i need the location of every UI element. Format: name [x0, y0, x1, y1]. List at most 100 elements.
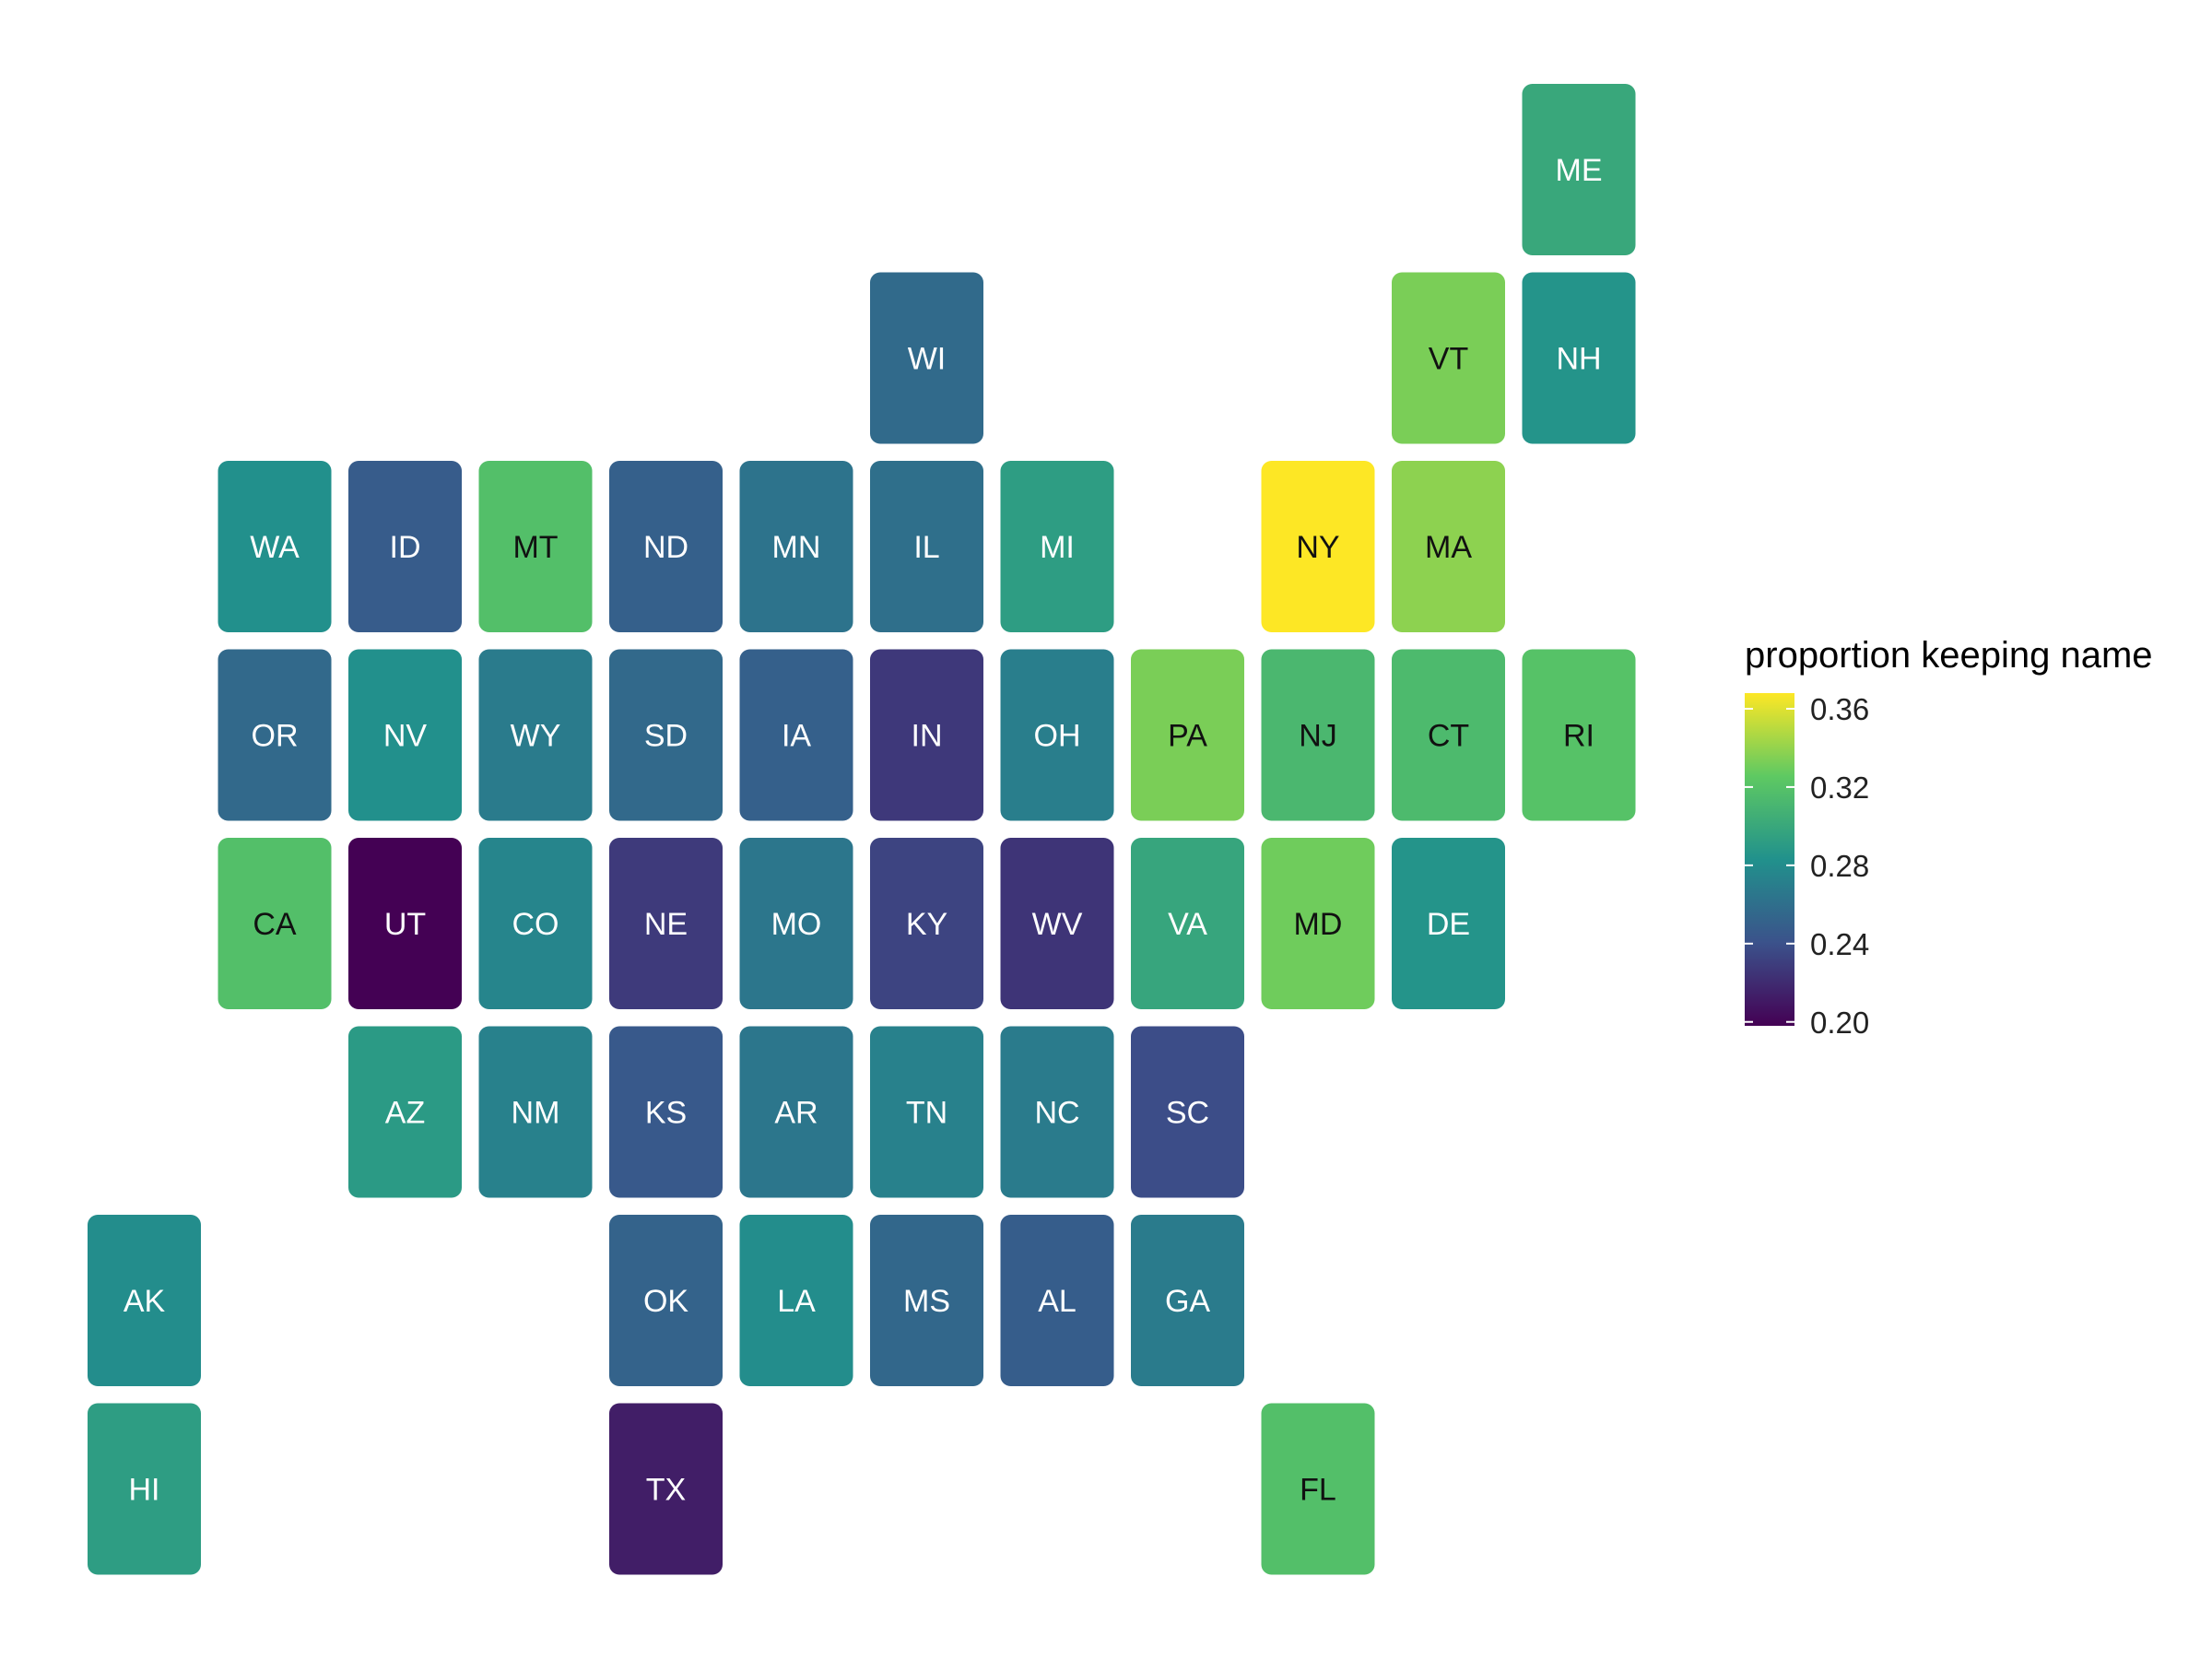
state-label: WV	[1032, 907, 1083, 942]
state-tile-ma: MA	[1392, 461, 1505, 632]
state-tile-mi: MI	[1000, 461, 1114, 632]
state-label: AK	[124, 1284, 166, 1319]
state-tile-co: CO	[478, 838, 593, 1009]
state-tile-ks: KS	[609, 1026, 723, 1198]
state-label: OK	[643, 1284, 688, 1319]
legend-ticks: 0.36 0.32 0.28 0.24 0.20	[1745, 692, 1869, 1040]
state-label: MD	[1294, 907, 1343, 942]
state-label: DE	[1427, 907, 1470, 942]
state-tile-rect	[739, 1026, 853, 1198]
state-tile-rect	[1261, 838, 1375, 1009]
state-label: IN	[912, 719, 943, 754]
state-label: FL	[1300, 1473, 1336, 1508]
state-tile-nh: NH	[1522, 272, 1636, 444]
state-tile-rect	[1261, 1403, 1375, 1575]
state-label: LA	[777, 1284, 816, 1319]
state-tile-ky: KY	[870, 838, 983, 1009]
state-tile-rect	[1131, 1215, 1244, 1386]
state-tile-rect	[1522, 84, 1636, 255]
state-tile-or: OR	[218, 649, 332, 821]
state-tile-nv: NV	[348, 649, 462, 821]
state-tile-rect	[609, 461, 723, 632]
state-tile-rect	[1000, 838, 1114, 1009]
state-label: MI	[1040, 530, 1075, 565]
state-tile-sd: SD	[609, 649, 723, 821]
state-tile-me: ME	[1522, 84, 1636, 255]
state-label: CA	[253, 907, 297, 942]
state-label: IA	[782, 719, 811, 754]
state-tile-rect	[1000, 1026, 1114, 1198]
state-tile-wa: WA	[218, 461, 332, 632]
state-label: KY	[906, 907, 947, 942]
state-label: ID	[390, 530, 421, 565]
state-tile-rect	[609, 1215, 723, 1386]
state-tile-pa: PA	[1131, 649, 1244, 821]
color-legend: proportion keeping name 0.36 0.32 0.28 0.24…	[1745, 635, 2153, 1040]
state-tile-rect	[1392, 838, 1505, 1009]
state-tile-rect	[870, 272, 983, 444]
state-tile-rect	[348, 649, 462, 821]
state-tile-nm: NM	[478, 1026, 593, 1198]
state-label: OR	[252, 719, 299, 754]
state-tile-ny: NY	[1261, 461, 1375, 632]
state-label: MN	[772, 530, 821, 565]
state-tile-fl: FL	[1261, 1403, 1375, 1575]
state-label: SD	[644, 719, 688, 754]
state-tile-ne: NE	[609, 838, 723, 1009]
state-tile-mt: MT	[478, 461, 593, 632]
state-tile-in: IN	[870, 649, 983, 821]
state-tile-rect	[1261, 649, 1375, 821]
state-label: NY	[1296, 530, 1339, 565]
state-tile-rect	[1000, 649, 1114, 821]
state-label: AZ	[385, 1096, 425, 1131]
state-tile-rect	[1000, 1215, 1114, 1386]
state-tile-md: MD	[1261, 838, 1375, 1009]
state-tile-rect	[348, 1026, 462, 1198]
state-tile-rect	[1392, 461, 1505, 632]
state-tile-rect	[1000, 461, 1114, 632]
state-label: CT	[1428, 719, 1469, 754]
state-label: TX	[646, 1473, 686, 1508]
state-label: WA	[250, 530, 300, 565]
state-label: VA	[1168, 907, 1207, 942]
state-tile-rect	[478, 461, 593, 632]
state-tile-rect	[1131, 838, 1244, 1009]
state-tile-rect	[739, 649, 853, 821]
state-label: WY	[511, 719, 561, 754]
state-label: AR	[774, 1096, 818, 1131]
state-tile-ia: IA	[739, 649, 853, 821]
state-tile-rect	[1392, 272, 1505, 444]
state-label: TN	[906, 1096, 947, 1131]
state-tile-rect	[88, 1215, 201, 1386]
state-tile-rect	[870, 649, 983, 821]
state-label: OH	[1034, 719, 1081, 754]
state-tile-tn: TN	[870, 1026, 983, 1198]
state-tile-rect	[1261, 461, 1375, 632]
state-label: NJ	[1299, 719, 1337, 754]
state-tile-ms: MS	[870, 1215, 983, 1386]
state-tile-nj: NJ	[1261, 649, 1375, 821]
legend-tick-label: 0.24	[1810, 927, 1869, 961]
state-tile-rect	[1131, 649, 1244, 821]
state-tile-hi: HI	[88, 1403, 201, 1575]
legend-tick-label: 0.36	[1810, 692, 1869, 726]
state-label: VT	[1429, 342, 1468, 377]
state-tile-la: LA	[739, 1215, 853, 1386]
state-tile-wi: WI	[870, 272, 983, 444]
state-tile-rect	[218, 649, 332, 821]
legend-title: proportion keeping name	[1745, 635, 2153, 676]
state-tile-rect	[478, 649, 593, 821]
state-tile-wy: WY	[478, 649, 593, 821]
state-label: MS	[903, 1284, 950, 1319]
state-tile-al: AL	[1000, 1215, 1114, 1386]
state-tile-nd: ND	[609, 461, 723, 632]
state-label: HI	[129, 1473, 160, 1508]
state-label: PA	[1168, 719, 1207, 754]
state-label: NV	[383, 719, 428, 754]
state-tile-il: IL	[870, 461, 983, 632]
state-label: ND	[643, 530, 688, 565]
state-label: NH	[1556, 342, 1601, 377]
state-tile-oh: OH	[1000, 649, 1114, 821]
state-tile-ak: AK	[88, 1215, 201, 1386]
state-label: SC	[1166, 1096, 1209, 1131]
